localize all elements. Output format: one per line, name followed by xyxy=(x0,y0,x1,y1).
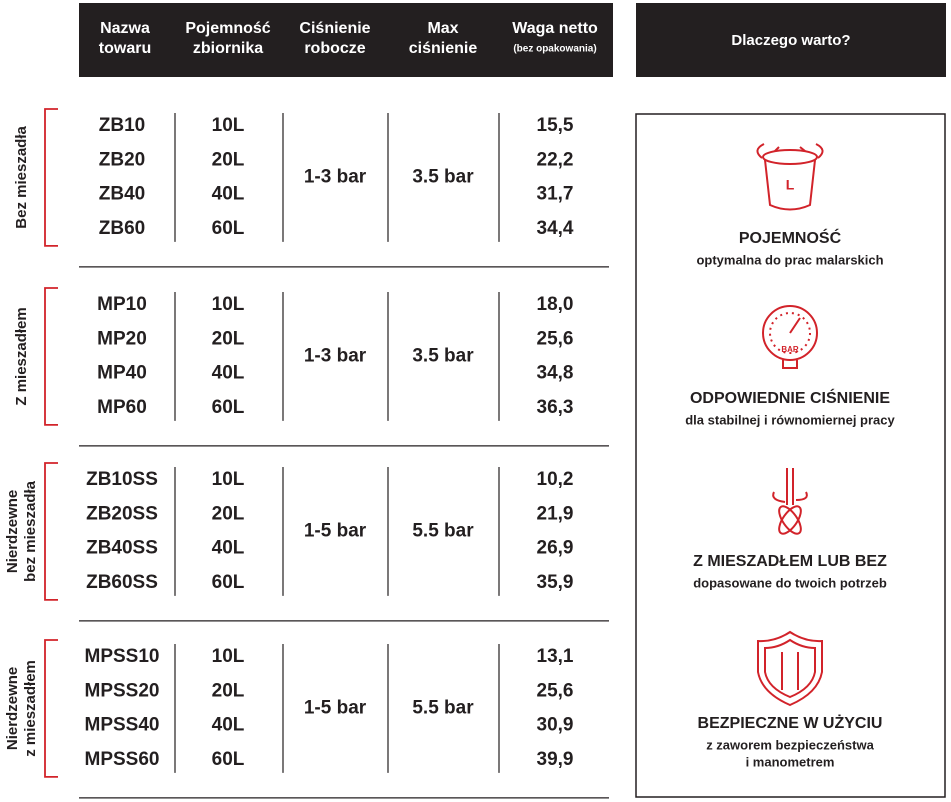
weight: 30,9 xyxy=(537,715,574,736)
capacity: 60L xyxy=(212,218,245,239)
weight: 34,8 xyxy=(537,363,574,384)
group-label: bez mieszadła xyxy=(22,480,39,582)
product-name: ZB20SS xyxy=(86,503,158,524)
max-pressure: 3.5 bar xyxy=(412,345,474,366)
weight: 31,7 xyxy=(537,184,574,205)
feature-title: ODPOWIEDNIE CIŚNIENIE xyxy=(690,388,890,407)
column-header: zbiornika xyxy=(193,40,263,57)
weight: 15,5 xyxy=(537,115,574,136)
product-name: MPSS40 xyxy=(85,715,160,736)
product-name: ZB60 xyxy=(99,218,145,239)
column-header: Ciśnienie xyxy=(299,20,370,37)
max-pressure: 5.5 bar xyxy=(412,520,474,541)
product-name: ZB40SS xyxy=(86,538,158,559)
weight: 21,9 xyxy=(537,503,574,524)
group-bracket xyxy=(44,287,58,426)
column-header: Max xyxy=(427,20,458,37)
capacity: 20L xyxy=(212,149,245,170)
product-name: MP20 xyxy=(97,328,147,349)
capacity: 40L xyxy=(212,538,245,559)
weight: 35,9 xyxy=(537,572,574,593)
capacity: 60L xyxy=(212,749,245,770)
why-header-bar xyxy=(636,3,946,77)
product-name: ZB40 xyxy=(99,184,145,205)
product-name: ZB10 xyxy=(99,115,145,136)
group-bracket xyxy=(44,108,58,247)
capacity: 10L xyxy=(212,294,245,315)
column-header: (bez opakowania) xyxy=(513,44,596,55)
capacity: 20L xyxy=(212,503,245,524)
column-header: ciśnienie xyxy=(409,40,478,57)
header-bar xyxy=(79,3,613,77)
capacity: 60L xyxy=(212,397,245,418)
pressure: 1-5 bar xyxy=(304,520,367,541)
weight: 39,9 xyxy=(537,749,574,770)
capacity: 40L xyxy=(212,363,245,384)
product-name: ZB10SS xyxy=(86,469,158,490)
icon-mixer xyxy=(772,468,808,535)
max-pressure: 5.5 bar xyxy=(412,697,474,718)
weight: 34,4 xyxy=(537,218,574,239)
column-header: robocze xyxy=(304,40,365,57)
capacity: 10L xyxy=(212,646,245,667)
weight: 10,2 xyxy=(537,469,574,490)
icon-label: L xyxy=(786,177,795,193)
group-label: z mieszadłem xyxy=(22,660,39,757)
capacity: 40L xyxy=(212,184,245,205)
group-label: Nierdzewne xyxy=(4,667,21,750)
group-bracket xyxy=(44,639,58,778)
column-header: towaru xyxy=(99,40,151,57)
capacity: 40L xyxy=(212,715,245,736)
product-name: MP40 xyxy=(97,363,147,384)
pressure: 1-5 bar xyxy=(304,697,367,718)
feature-text: dla stabilnej i równomiernej pracy xyxy=(685,412,895,427)
icon-gauge xyxy=(762,305,818,369)
weight: 25,6 xyxy=(537,328,574,349)
product-name: MPSS20 xyxy=(85,680,160,701)
product-name: MPSS10 xyxy=(85,646,160,667)
feature-title: BEZPIECZNE W UŻYCIU xyxy=(698,714,883,732)
capacity: 20L xyxy=(212,680,245,701)
weight: 13,1 xyxy=(537,646,574,667)
weight: 22,2 xyxy=(537,149,574,170)
weight: 18,0 xyxy=(537,294,574,315)
icon-pot xyxy=(756,143,824,211)
feature-title: POJEMNOŚĆ xyxy=(739,228,842,247)
weight: 26,9 xyxy=(537,538,574,559)
feature-text: optymalna do prac malarskich xyxy=(696,252,883,267)
product-name: MPSS60 xyxy=(85,749,160,770)
weight: 25,6 xyxy=(537,680,574,701)
column-header: Nazwa xyxy=(100,20,150,37)
product-name: MP60 xyxy=(97,397,147,418)
capacity: 20L xyxy=(212,328,245,349)
weight: 36,3 xyxy=(537,397,574,418)
group-label: Nierdzewne xyxy=(4,490,21,573)
feature-text: i manometrem xyxy=(746,754,835,769)
capacity: 10L xyxy=(212,115,245,136)
product-name: ZB60SS xyxy=(86,572,158,593)
group-label: Bez mieszadła xyxy=(13,126,30,229)
icon-label: BAR xyxy=(781,345,799,354)
why-panel xyxy=(635,113,946,798)
feature-text: z zaworem bezpieczeństwa xyxy=(706,737,874,752)
capacity: 10L xyxy=(212,469,245,490)
max-pressure: 3.5 bar xyxy=(412,166,474,187)
group-bracket xyxy=(44,462,58,601)
column-header: Waga netto xyxy=(512,20,598,37)
column-header: Pojemność xyxy=(185,20,270,37)
capacity: 60L xyxy=(212,572,245,593)
why-title: Dlaczego warto? xyxy=(731,32,850,49)
feature-title: Z MIESZADŁEM LUB BEZ xyxy=(693,553,887,570)
product-name: MP10 xyxy=(97,294,147,315)
icon-shield xyxy=(757,630,823,707)
feature-text: dopasowane do twoich potrzeb xyxy=(693,575,887,590)
product-name: ZB20 xyxy=(99,149,145,170)
pressure: 1-3 bar xyxy=(304,166,367,187)
group-label: Z mieszadłem xyxy=(13,307,30,405)
pressure: 1-3 bar xyxy=(304,345,367,366)
